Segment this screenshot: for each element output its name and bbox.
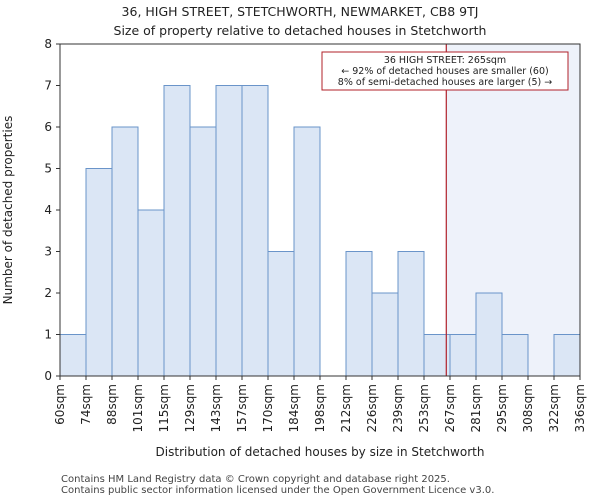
x-tick-label: 170sqm	[261, 384, 275, 432]
annotation-line: 36 HIGH STREET: 265sqm	[384, 55, 506, 66]
histogram-bar	[397, 251, 425, 377]
x-tick-label: 60sqm	[53, 384, 67, 425]
y-tick-label: 4	[44, 203, 52, 217]
x-tick-label: 198sqm	[313, 384, 327, 432]
histogram-bar	[111, 126, 139, 377]
histogram-bar	[293, 126, 321, 377]
x-tick-label: 101sqm	[131, 384, 145, 432]
chart-subtitle: Size of property relative to detached ho…	[113, 23, 487, 38]
x-tick-label: 295sqm	[495, 384, 509, 432]
histogram-bar	[423, 334, 451, 377]
x-tick-label: 281sqm	[469, 384, 483, 432]
x-tick-label: 115sqm	[157, 384, 171, 432]
histogram-bar	[163, 85, 191, 377]
x-tick-label: 74sqm	[79, 384, 93, 425]
x-tick-label: 322sqm	[547, 384, 561, 432]
annotation-border	[321, 51, 569, 91]
larger-region-shading	[446, 44, 580, 376]
y-axis-label: Number of detached properties	[1, 116, 15, 305]
annotation-line: ← 92% of detached houses are smaller (60…	[341, 66, 548, 77]
histogram-bar	[59, 334, 87, 377]
x-axis-label: Distribution of detached houses by size …	[156, 445, 485, 459]
y-tick-label: 7	[44, 79, 52, 93]
histogram-bar	[449, 334, 477, 377]
y-tick-label: 8	[44, 37, 52, 51]
y-tick-label: 0	[44, 369, 52, 383]
footer-copyright: Contains HM Land Registry data © Crown c…	[61, 474, 450, 485]
x-tick-label: 143sqm	[209, 384, 223, 432]
annotation-line: 8% of semi-detached houses are larger (5…	[338, 77, 552, 88]
histogram-bar	[371, 292, 399, 377]
histogram-bar	[189, 126, 217, 377]
histogram-bar	[501, 334, 529, 377]
annotation-box: 36 HIGH STREET: 265sqm← 92% of detached …	[321, 51, 569, 91]
y-tick-label: 1	[44, 328, 52, 342]
histogram-bar	[137, 209, 165, 377]
histogram-bar	[345, 251, 373, 377]
x-tick-label: 88sqm	[105, 384, 119, 425]
x-tick-label: 212sqm	[339, 384, 353, 432]
histogram-bar	[553, 334, 581, 377]
y-tick-label: 5	[44, 162, 52, 176]
histogram-bar	[85, 168, 113, 377]
x-tick-label: 336sqm	[573, 384, 587, 432]
chart-title: 36, HIGH STREET, STETCHWORTH, NEWMARKET,…	[121, 4, 479, 19]
footer-licence: Contains public sector information licen…	[61, 485, 495, 496]
x-tick-label: 239sqm	[391, 384, 405, 432]
x-tick-label: 129sqm	[183, 384, 197, 432]
x-tick-label: 267sqm	[443, 384, 457, 432]
histogram-bar	[215, 85, 243, 377]
x-tick-label: 226sqm	[365, 384, 379, 432]
histogram-bar	[241, 85, 269, 377]
x-tick-label: 184sqm	[287, 384, 301, 432]
y-tick-label: 3	[44, 245, 52, 259]
histogram-bar	[475, 292, 503, 377]
x-tick-label: 253sqm	[417, 384, 431, 432]
y-tick-label: 6	[44, 120, 52, 134]
y-tick-label: 2	[44, 286, 52, 300]
x-tick-label: 157sqm	[235, 384, 249, 432]
x-tick-label: 308sqm	[521, 384, 535, 432]
histogram-bar	[267, 251, 295, 377]
